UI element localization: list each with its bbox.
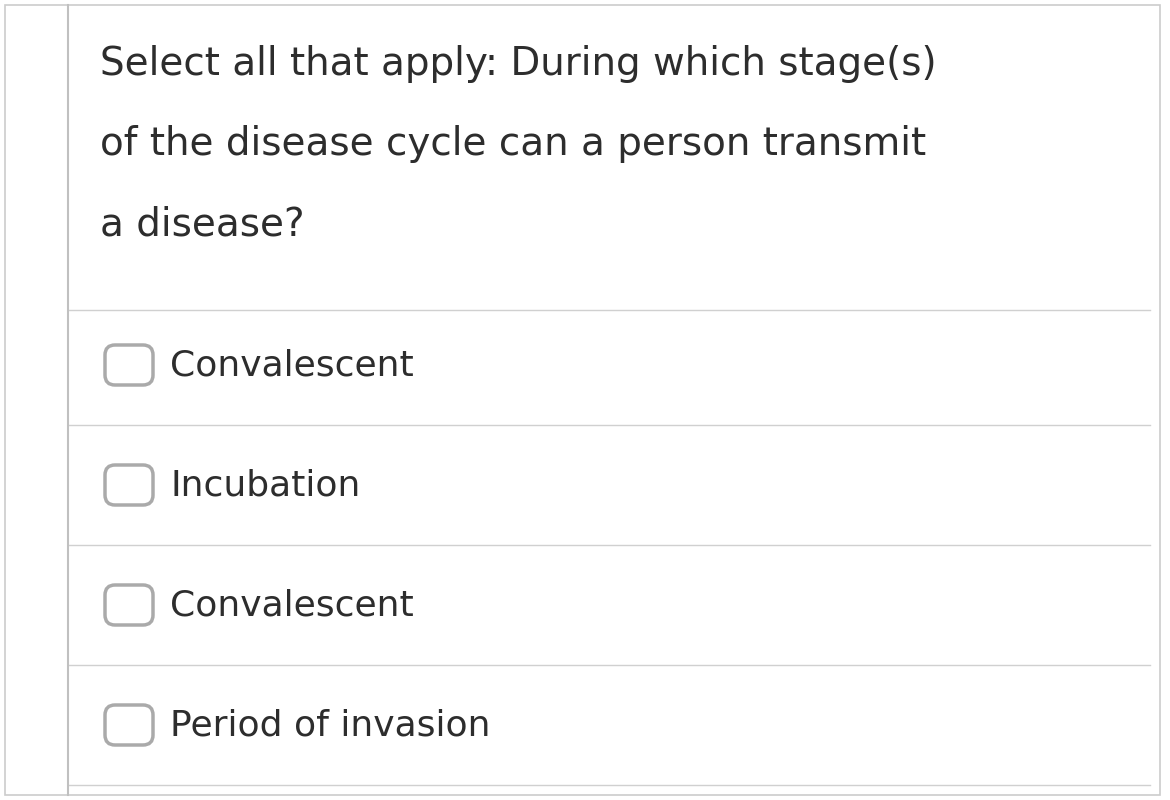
FancyBboxPatch shape [105,345,153,385]
Text: of the disease cycle can a person transmit: of the disease cycle can a person transm… [99,125,927,163]
FancyBboxPatch shape [105,585,153,625]
Text: Convalescent: Convalescent [170,588,414,622]
Text: a disease?: a disease? [99,205,304,243]
Text: Incubation: Incubation [170,468,360,502]
FancyBboxPatch shape [5,5,1159,795]
FancyBboxPatch shape [105,705,153,745]
Text: Select all that apply: During which stage(s): Select all that apply: During which stag… [99,45,937,83]
FancyBboxPatch shape [105,465,153,505]
Text: Convalescent: Convalescent [170,348,414,382]
Text: Period of invasion: Period of invasion [170,708,490,742]
